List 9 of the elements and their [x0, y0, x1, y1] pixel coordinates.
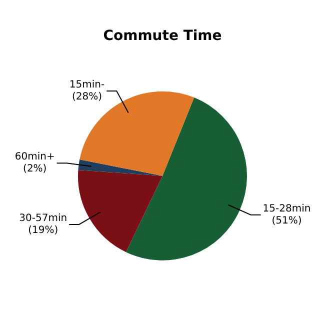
- slice-label: 60min+: [14, 152, 55, 163]
- slice-label: 15-28min: [262, 203, 311, 214]
- slice-label: 15min-: [69, 80, 105, 91]
- data-label: (19%): [28, 225, 58, 236]
- data-label: (2%): [23, 164, 47, 175]
- data-label: (51%): [272, 215, 302, 226]
- chart-title: Commute Time: [103, 28, 222, 44]
- data-label: (28%): [72, 92, 102, 103]
- slice-label: 30-57min: [19, 213, 68, 224]
